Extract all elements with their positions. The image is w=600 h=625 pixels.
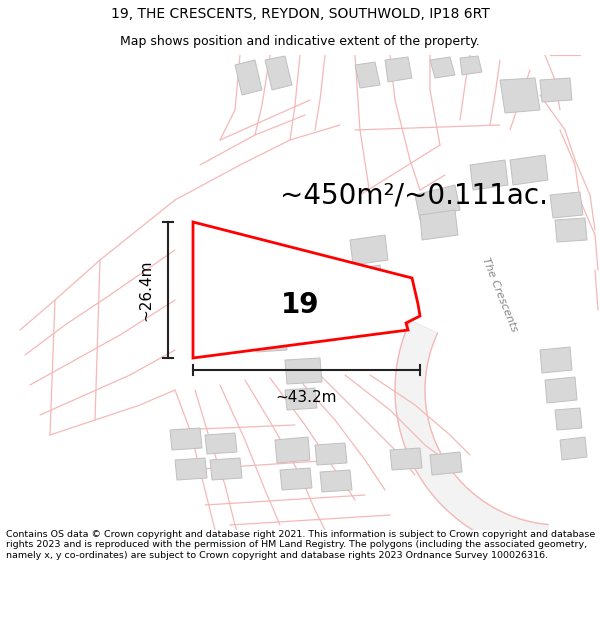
Polygon shape	[170, 428, 202, 450]
Polygon shape	[355, 62, 380, 88]
Polygon shape	[560, 437, 587, 460]
Text: Contains OS data © Crown copyright and database right 2021. This information is : Contains OS data © Crown copyright and d…	[6, 530, 595, 560]
Polygon shape	[255, 303, 287, 327]
Polygon shape	[540, 78, 572, 102]
Text: ~450m²/~0.111ac.: ~450m²/~0.111ac.	[280, 181, 548, 209]
Polygon shape	[420, 210, 458, 240]
Text: ~43.2m: ~43.2m	[276, 390, 337, 405]
Polygon shape	[280, 468, 312, 490]
Polygon shape	[555, 408, 582, 430]
Polygon shape	[193, 222, 420, 358]
Polygon shape	[285, 358, 322, 384]
Polygon shape	[205, 433, 237, 454]
Polygon shape	[315, 443, 347, 465]
Polygon shape	[540, 347, 572, 373]
Text: Map shows position and indicative extent of the property.: Map shows position and indicative extent…	[120, 35, 480, 48]
Polygon shape	[555, 218, 587, 242]
Polygon shape	[350, 265, 382, 290]
Polygon shape	[550, 192, 583, 218]
Polygon shape	[255, 328, 287, 352]
Polygon shape	[510, 155, 548, 185]
Polygon shape	[390, 448, 422, 470]
Polygon shape	[500, 78, 540, 113]
Polygon shape	[210, 458, 242, 480]
Polygon shape	[350, 235, 388, 265]
Polygon shape	[235, 60, 262, 95]
Polygon shape	[470, 160, 508, 190]
Polygon shape	[395, 320, 548, 554]
Polygon shape	[545, 377, 577, 403]
Polygon shape	[385, 57, 412, 82]
Polygon shape	[460, 56, 482, 75]
Polygon shape	[275, 437, 310, 463]
Text: 19: 19	[281, 291, 319, 319]
Polygon shape	[285, 388, 317, 410]
Polygon shape	[265, 56, 292, 90]
Polygon shape	[430, 452, 462, 475]
Polygon shape	[175, 458, 207, 480]
Polygon shape	[430, 57, 455, 78]
Text: ~26.4m: ~26.4m	[139, 259, 154, 321]
Text: 19, THE CRESCENTS, REYDON, SOUTHWOLD, IP18 6RT: 19, THE CRESCENTS, REYDON, SOUTHWOLD, IP…	[110, 7, 490, 21]
Text: The Crescents: The Crescents	[481, 256, 520, 334]
Polygon shape	[415, 185, 460, 220]
Polygon shape	[320, 470, 352, 492]
